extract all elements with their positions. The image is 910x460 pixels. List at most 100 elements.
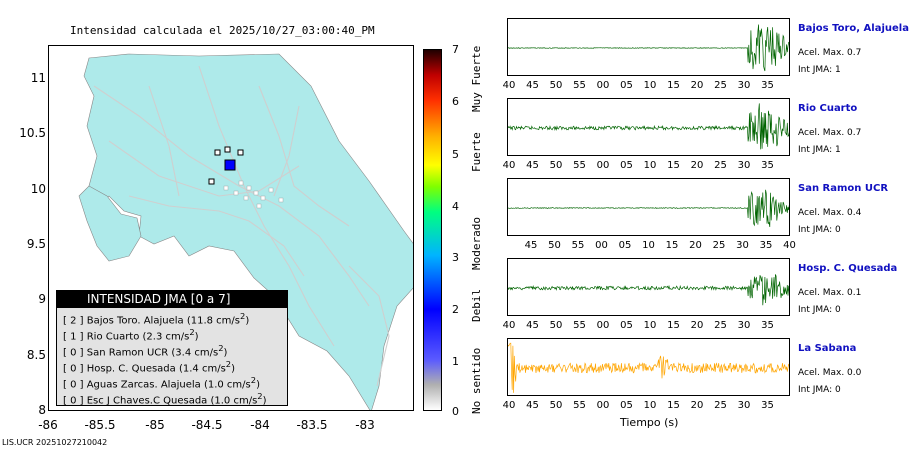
colorbar-number: 6 (452, 95, 459, 108)
legend-row: [ 1 ] Rio Cuarto (2.3 cm/s2) (57, 324, 287, 343)
time-tick-label: 00 (596, 160, 610, 171)
time-tick-label: 00 (595, 240, 608, 251)
time-axis: 40 45 50 55 00 05 10 15 20 25 30 35 (503, 400, 797, 414)
seismogram-trace[interactable] (507, 338, 790, 396)
time-tick-label: 30 (736, 240, 749, 251)
legend-row: [ 0 ] Hosp. C. Quesada (1.4 cm/s2) (57, 356, 287, 375)
x-tick-label: -86 (38, 418, 58, 432)
legend-value: (3.4 cm/s (171, 347, 219, 359)
station-jma-intensity: Int JMA: 0 (798, 225, 841, 235)
colorbar-number: 5 (452, 148, 459, 161)
time-tick-label: 20 (689, 240, 702, 251)
colorbar-number: 1 (452, 355, 459, 368)
nicoya-peninsula (78, 185, 142, 262)
colorbar-number: 0 (452, 405, 459, 418)
time-tick-label: 50 (549, 400, 563, 411)
legend-value: (2.3 cm/s (142, 331, 190, 343)
legend-level: [ 0 ] (63, 363, 84, 375)
waveform-line (508, 189, 789, 228)
seismogram-trace[interactable] (507, 178, 790, 236)
legend-station: San Ramon UCR (86, 347, 169, 359)
legend-value: (1.0 cm/s (210, 395, 258, 407)
legend-row: [ 0 ] Esc J Chaves.C Quesada (1.0 cm/s2) (57, 388, 287, 407)
seismogram-trace[interactable] (507, 258, 790, 316)
time-tick-label: 15 (667, 320, 680, 331)
time-tick-label: 30 (737, 80, 751, 91)
time-axis: 40 45 50 55 00 05 10 15 20 25 30 35 (503, 320, 797, 334)
legend-close: ) (262, 395, 267, 407)
time-tick-label: 55 (573, 400, 586, 411)
road-network (93, 65, 390, 387)
time-tick-label: 55 (573, 160, 586, 171)
legend-station: Hosp. C. Quesada (86, 363, 176, 375)
time-tick-label: 25 (714, 320, 727, 331)
legend-value: (1.4 cm/s (178, 363, 226, 375)
station-markers (208, 146, 244, 185)
time-tick-label: 30 (737, 320, 751, 331)
station-name: La Sabana (798, 343, 857, 354)
time-axis: 40 45 50 55 00 05 10 15 20 25 30 35 (503, 80, 797, 94)
intensity-colorbar (423, 49, 442, 411)
seismogram-trace[interactable] (507, 98, 790, 156)
y-tick-label: 10.5 (19, 126, 46, 140)
station-max-accel: Acel. Max. 0.0 (798, 368, 862, 378)
time-tick-label: 05 (620, 80, 633, 91)
colorbar-number: 4 (452, 200, 459, 213)
legend-row: [ 2 ] Bajos Toro. Alajuela (11.8 cm/s2) (57, 308, 287, 327)
legend-close: ) (256, 379, 260, 391)
x-tick-label: -83 (355, 418, 375, 432)
legend-title: INTENSIDAD JMA [0 a 7] (57, 291, 287, 308)
x-tick-label: -84 (250, 418, 270, 432)
time-tick-label: 35 (759, 240, 773, 251)
time-tick-label: 10 (643, 160, 657, 171)
legend-level: [ 0 ] (63, 347, 84, 359)
station-name: Hosp. C. Quesada (798, 263, 898, 274)
time-tick-label: 35 (761, 160, 774, 171)
waveform (508, 103, 789, 150)
time-tick-label: 45 (526, 400, 539, 411)
intensity-legend: INTENSIDAD JMA [0 a 7] [ 2 ] Bajos Toro.… (56, 290, 288, 406)
y-tick-label: 9.5 (26, 237, 46, 251)
waveform (508, 189, 789, 228)
source-label: LIS.UCR 20251027210042 (2, 438, 108, 447)
y-tick-label: 8 (38, 403, 46, 417)
time-tick-label: 50 (549, 160, 563, 171)
time-tick-label: 15 (665, 240, 679, 251)
legend-station: Rio Cuarto (86, 331, 140, 343)
time-tick-label: 20 (690, 400, 704, 411)
time-tick-label: 15 (667, 400, 680, 411)
time-axis-label: Tiempo (s) (620, 416, 679, 429)
y-tick-label: 9 (38, 292, 46, 306)
legend-unit-exponent: 2 (218, 343, 224, 353)
waveform-line (508, 24, 789, 72)
time-tick-label: 05 (618, 240, 632, 251)
time-tick-label: 30 (737, 400, 751, 411)
station-jma-intensity: Int JMA: 1 (798, 65, 841, 75)
legend-level: [ 2 ] (63, 315, 84, 327)
colorbar-label: Muy Fuerte (470, 45, 483, 112)
time-tick-label: 25 (712, 240, 726, 251)
legend-station: Aguas Zarcas. Alajuela (86, 379, 201, 391)
station-max-accel: Acel. Max. 0.7 (798, 48, 862, 58)
waveform (508, 24, 789, 72)
time-tick-label: 05 (620, 320, 633, 331)
legend-unit-exponent: 2 (250, 375, 257, 385)
time-tick-label: 40 (783, 240, 796, 251)
time-tick-label: 40 (502, 400, 516, 411)
time-tick-label: 20 (690, 80, 704, 91)
time-tick-label: 55 (573, 80, 586, 91)
time-tick-label: 35 (761, 400, 774, 411)
seismogram-trace[interactable] (507, 18, 790, 76)
y-tick-label: 8.5 (26, 348, 46, 362)
legend-row: [ 0 ] Aguas Zarcas. Alajuela (1.0 cm/s2) (57, 372, 287, 391)
time-tick-label: 15 (667, 80, 680, 91)
station-jma-intensity: Int JMA: 0 (798, 385, 841, 395)
time-tick-label: 05 (620, 160, 633, 171)
time-tick-label: 45 (524, 240, 538, 251)
time-tick-label: 50 (548, 240, 561, 251)
time-axis: 45 50 55 00 05 10 15 20 25 30 35 40 (507, 240, 797, 254)
time-tick-label: 50 (549, 80, 563, 91)
time-tick-label: 10 (643, 320, 657, 331)
waveform-line (508, 274, 789, 306)
colorbar-number: 2 (452, 303, 459, 316)
